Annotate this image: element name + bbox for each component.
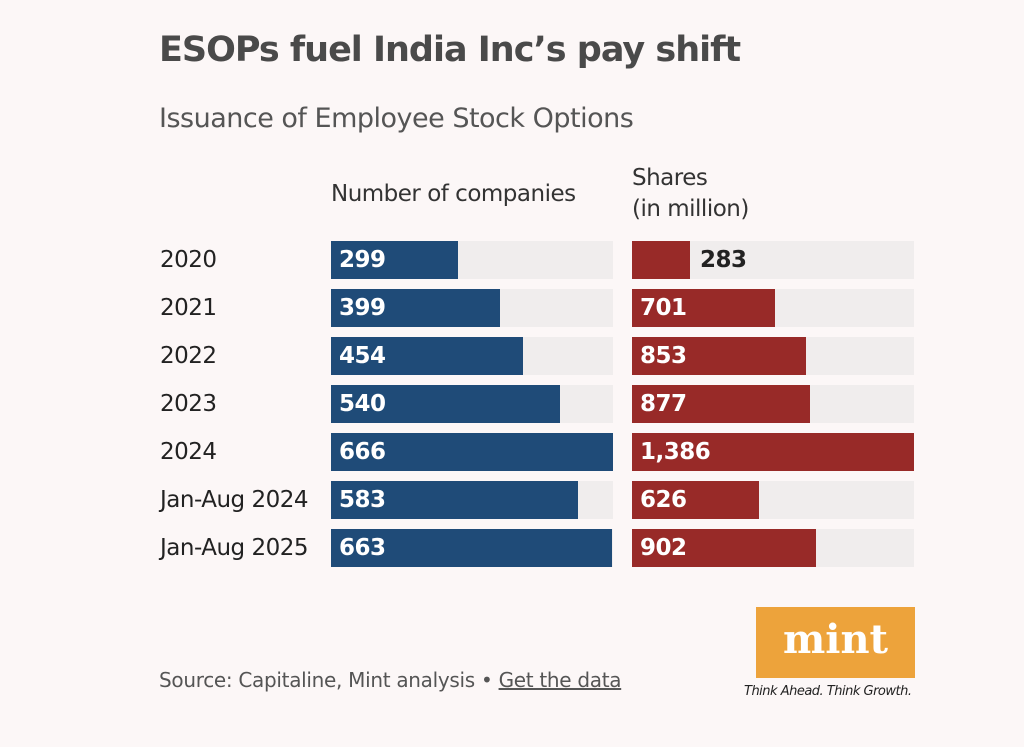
data-label: 540 xyxy=(339,391,386,417)
bar-track: 454 xyxy=(331,337,613,375)
bar-track: 540 xyxy=(331,385,613,423)
data-label: 283 xyxy=(700,247,747,273)
mint-logo: mint xyxy=(756,607,915,678)
data-label: 399 xyxy=(339,295,386,321)
column-header-shares-line2: (in million) xyxy=(632,196,749,222)
chart-title: ESOPs fuel India Inc’s pay shift xyxy=(159,30,741,70)
data-label: 877 xyxy=(640,391,687,417)
category-label: 2023 xyxy=(160,391,217,417)
category-label: Jan-Aug 2025 xyxy=(160,535,309,561)
column-header-shares-line1: Shares xyxy=(632,165,708,191)
category-label: 2022 xyxy=(160,343,217,369)
bar-track: 666 xyxy=(331,433,613,471)
companies-bar xyxy=(331,241,458,279)
shares-bar xyxy=(632,241,690,279)
data-label: 663 xyxy=(339,535,386,561)
data-label: 666 xyxy=(339,439,386,465)
bar-track: 283 xyxy=(632,241,914,279)
category-label: 2020 xyxy=(160,247,217,273)
bar-track: 902 xyxy=(632,529,914,567)
bar-track: 663 xyxy=(331,529,613,567)
category-label: 2024 xyxy=(160,439,217,465)
data-label: 583 xyxy=(339,487,386,513)
source-text: Source: Capitaline, Mint analysis • xyxy=(159,668,493,692)
category-label: Jan-Aug 2024 xyxy=(160,487,309,513)
companies-bar xyxy=(331,385,560,423)
logo-text: mint xyxy=(782,616,889,663)
shares-bar xyxy=(632,481,759,519)
companies-bar xyxy=(331,529,612,567)
column-header-companies: Number of companies xyxy=(331,181,576,207)
bar-track: 299 xyxy=(331,241,613,279)
data-label: 853 xyxy=(640,343,687,369)
column-header-shares: Shares (in million) xyxy=(632,163,749,225)
data-label: 626 xyxy=(640,487,687,513)
companies-bar xyxy=(331,289,500,327)
shares-bar xyxy=(632,385,810,423)
source-note: Source: Capitaline, Mint analysis • Get … xyxy=(159,668,622,692)
bar-track: 583 xyxy=(331,481,613,519)
companies-bar xyxy=(331,433,613,471)
shares-bar xyxy=(632,433,914,471)
category-label: 2021 xyxy=(160,295,217,321)
companies-bar xyxy=(331,337,523,375)
data-label: 299 xyxy=(339,247,386,273)
get-data-link[interactable]: Get the data xyxy=(498,668,622,692)
data-label: 454 xyxy=(339,343,386,369)
shares-bar xyxy=(632,337,806,375)
data-label: 902 xyxy=(640,535,687,561)
shares-bar xyxy=(632,289,775,327)
chart-subtitle: Issuance of Employee Stock Options xyxy=(159,103,634,134)
bar-track: 853 xyxy=(632,337,914,375)
shares-bar xyxy=(632,529,816,567)
bar-track: 701 xyxy=(632,289,914,327)
data-label: 701 xyxy=(640,295,687,321)
bar-track: 1,386 xyxy=(632,433,914,471)
companies-bar xyxy=(331,481,578,519)
bar-track: 399 xyxy=(331,289,613,327)
data-label: 1,386 xyxy=(640,439,711,465)
bar-track: 877 xyxy=(632,385,914,423)
bar-track: 626 xyxy=(632,481,914,519)
logo-tagline: Think Ahead. Think Growth. xyxy=(744,684,912,699)
